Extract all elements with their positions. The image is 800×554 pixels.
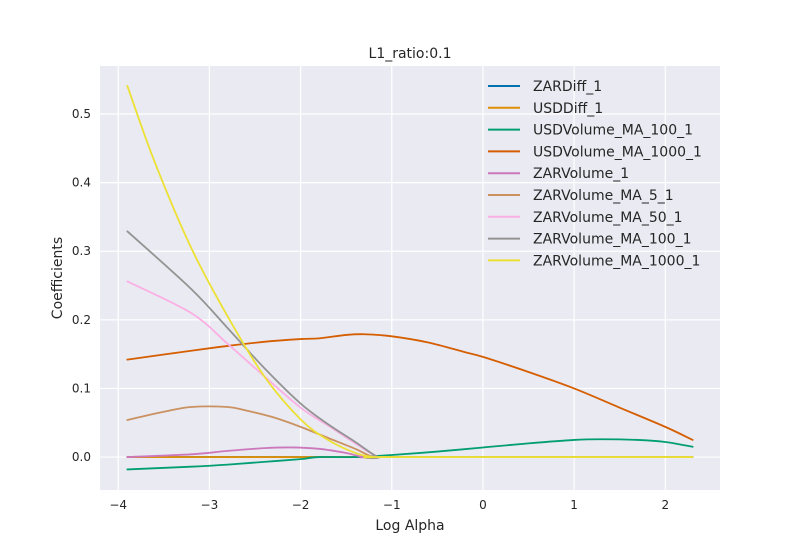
tick-labels: −4 −3 −2 −1 0 1 2 0.0 0.1 0.2 0.3 0.4 0.5	[72, 107, 669, 512]
x-tick-label: −1	[383, 498, 401, 512]
x-tick-label: −3	[201, 498, 219, 512]
legend: ZARDiff_1 USDDiff_1 USDVolume_MA_100_1 USDV…	[488, 79, 702, 269]
plot-background	[100, 66, 720, 490]
y-tick-label: 0.1	[72, 381, 91, 395]
x-tick-label: 2	[661, 498, 669, 512]
y-tick-label: 0.4	[72, 176, 91, 190]
y-tick-label: 0.0	[72, 450, 91, 464]
y-axis-label: Coefficients	[50, 237, 66, 319]
y-tick-label: 0.5	[72, 107, 91, 121]
series-line-usdvolume-ma-100-1	[126, 438, 694, 471]
legend-label: ZARVolume_MA_1000_1	[533, 253, 700, 269]
legend-label: USDVolume_MA_100_1	[533, 123, 693, 139]
series-line-zarvolume-ma-1000-1	[126, 85, 694, 459]
series-group	[126, 85, 694, 471]
y-tick-label: 0.2	[72, 313, 91, 327]
x-tick-label: 0	[479, 498, 487, 512]
x-tick-label: 1	[570, 498, 578, 512]
legend-label: ZARDiff_1	[533, 79, 602, 95]
legend-label: USDVolume_MA_1000_1	[533, 144, 702, 160]
legend-label: ZARVolume_1	[533, 166, 629, 182]
y-tick-label: 0.3	[72, 244, 91, 258]
x-axis-label: Log Alpha	[375, 518, 444, 534]
chart-title: L1_ratio:0.1	[369, 46, 452, 62]
x-tick-label: −2	[292, 498, 310, 512]
legend-label: ZARVolume_MA_5_1	[533, 188, 674, 204]
legend-label: ZARVolume_MA_100_1	[533, 232, 691, 248]
series-line-usdvolume-ma-1000-1	[126, 333, 694, 441]
x-tick-label: −4	[109, 498, 127, 512]
legend-label: ZARVolume_MA_50_1	[533, 210, 683, 226]
legend-label: USDDiff_1	[533, 101, 603, 117]
